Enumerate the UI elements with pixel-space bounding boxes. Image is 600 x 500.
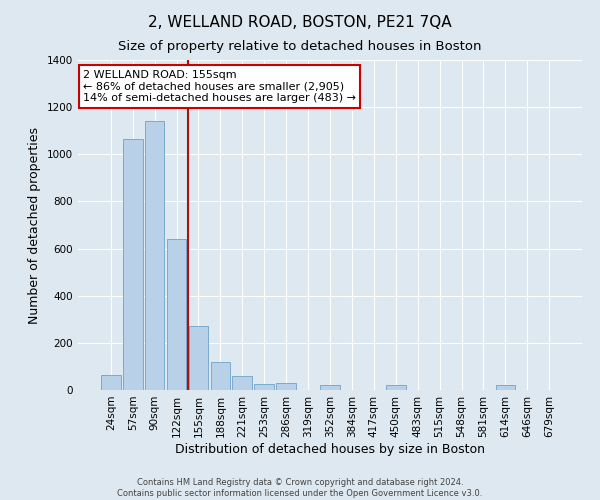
Bar bbox=[123, 139, 143, 390]
Bar bbox=[320, 386, 340, 390]
Text: 2, WELLAND ROAD, BOSTON, PE21 7QA: 2, WELLAND ROAD, BOSTON, PE21 7QA bbox=[148, 15, 452, 30]
Bar bbox=[211, 362, 230, 390]
X-axis label: Distribution of detached houses by size in Boston: Distribution of detached houses by size … bbox=[175, 442, 485, 456]
Y-axis label: Number of detached properties: Number of detached properties bbox=[28, 126, 41, 324]
Bar bbox=[496, 386, 515, 390]
Bar bbox=[101, 374, 121, 390]
Bar bbox=[167, 239, 187, 390]
Bar bbox=[276, 383, 296, 390]
Bar bbox=[188, 326, 208, 390]
Text: 2 WELLAND ROAD: 155sqm
← 86% of detached houses are smaller (2,905)
14% of semi-: 2 WELLAND ROAD: 155sqm ← 86% of detached… bbox=[83, 70, 356, 103]
Bar bbox=[145, 122, 164, 390]
Text: Contains HM Land Registry data © Crown copyright and database right 2024.
Contai: Contains HM Land Registry data © Crown c… bbox=[118, 478, 482, 498]
Bar bbox=[232, 376, 252, 390]
Text: Size of property relative to detached houses in Boston: Size of property relative to detached ho… bbox=[118, 40, 482, 53]
Bar bbox=[254, 384, 274, 390]
Bar bbox=[386, 386, 406, 390]
